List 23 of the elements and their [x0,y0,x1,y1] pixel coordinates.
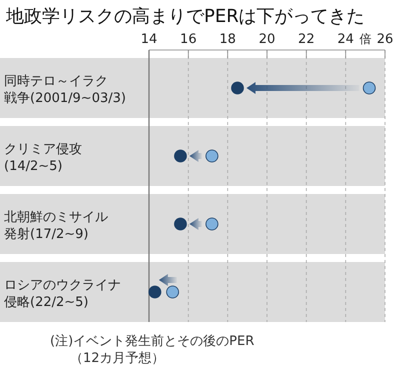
point [148,286,162,298]
chart-title: 地政学リスクの高まりでPERは下がってきた [5,6,365,27]
text: (注)イベント発生前とその後のPER [50,334,254,349]
point [231,82,244,94]
point [362,82,376,94]
point [206,150,218,162]
y-tick-label: 北朝鮮のミサイル発射(17/2~9) [4,210,108,242]
x-tick-label: 18 [219,32,236,47]
y-tick-label: ロシアのウクライナ侵略(22/2~5) [4,278,121,310]
x-tick-label: 26 [376,32,394,47]
x-axis-title: 倍 [359,32,372,46]
point [206,218,218,230]
y-tick-label: クリミア侵攻(14/2~5) [4,142,82,174]
point [166,286,179,298]
x-tick-label: 14 [140,32,158,47]
point [174,150,187,162]
x-tick-label: 16 [180,32,197,47]
x-tick-label: 24 [337,32,354,47]
point [174,218,187,230]
x-tick-label: 20 [258,32,276,47]
text: （12カ月予想） [70,351,165,366]
x-tick-label: 22 [298,32,315,47]
y-tick-label: 同時テロ～イラク戦争(2001/9~03/3) [4,74,126,106]
